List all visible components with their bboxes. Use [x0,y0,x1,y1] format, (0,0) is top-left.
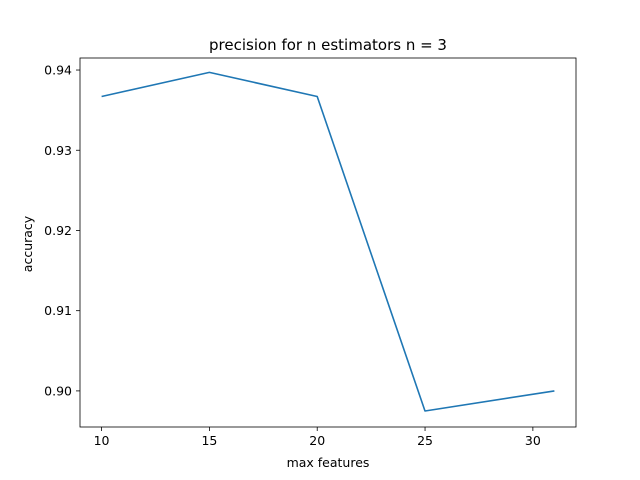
y-axis-label: accuracy [20,215,35,272]
y-tick-label: 0.91 [44,303,72,318]
series-layer [101,71,555,412]
y-tick-label: 0.92 [44,223,72,238]
x-tick-label: 10 [94,433,110,448]
x-tick-label: 15 [201,433,217,448]
y-tick-label: 0.93 [44,143,72,158]
chart-title: precision for n estimators n = 3 [209,36,447,54]
y-axis-ticks: 0.90 0.91 0.92 0.93 0.94 [44,63,80,398]
x-tick-label: 25 [417,433,433,448]
x-axis-label: max features [287,455,370,470]
series-line-1 [101,71,555,412]
plot-area [79,57,577,428]
y-tick-label: 0.94 [44,63,72,78]
x-tick-label: 20 [309,433,325,448]
y-tick-label: 0.90 [44,383,72,398]
x-axis-ticks: 10 15 20 25 30 [94,427,541,448]
x-tick-label: 30 [525,433,541,448]
axes-frame [79,57,577,428]
